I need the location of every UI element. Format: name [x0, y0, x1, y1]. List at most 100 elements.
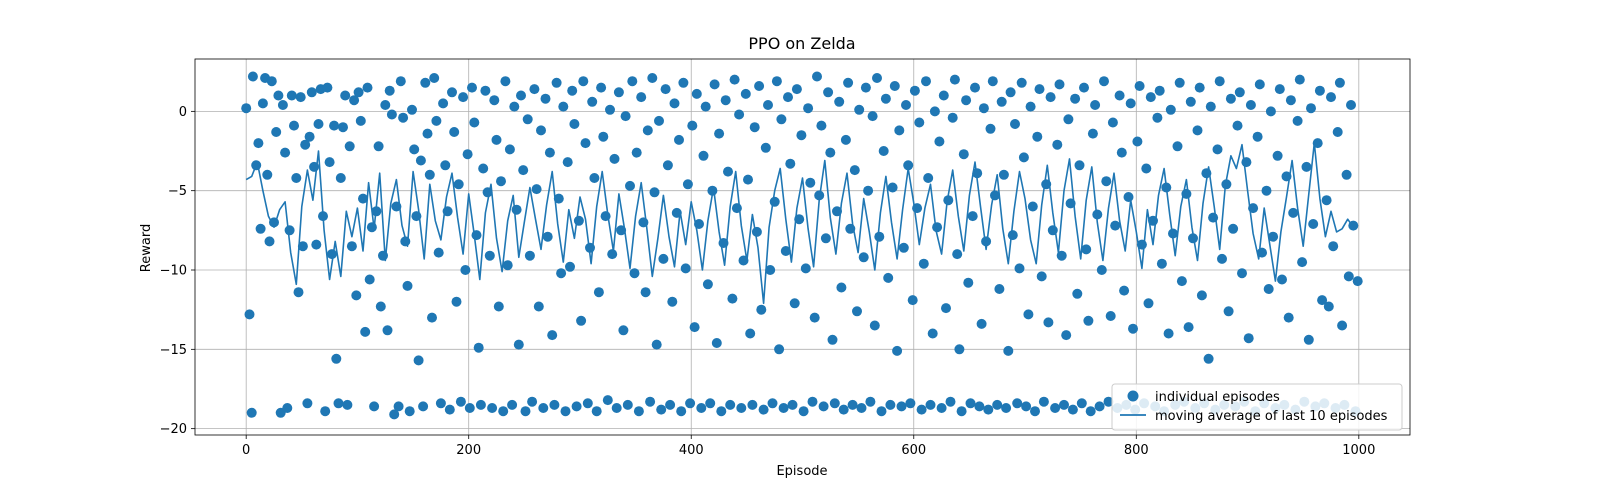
- episode-point: [1343, 271, 1354, 282]
- episode-point: [1248, 203, 1259, 214]
- episode-point: [1036, 271, 1047, 282]
- episode-point: [689, 322, 700, 333]
- episode-point: [994, 284, 1005, 294]
- episode-point: [814, 190, 825, 201]
- episode-point: [507, 399, 518, 410]
- episode-point: [1128, 323, 1138, 334]
- episode-point: [1076, 398, 1087, 409]
- episode-point: [277, 100, 288, 110]
- episode-point: [854, 104, 865, 115]
- episode-point: [723, 166, 733, 177]
- episode-point: [524, 250, 535, 261]
- episode-point: [896, 401, 907, 412]
- episode-point: [1188, 233, 1198, 244]
- episode-point: [351, 290, 362, 301]
- episode-point: [934, 136, 945, 147]
- episode-point: [1001, 403, 1012, 413]
- episode-point: [963, 277, 974, 288]
- episode-point: [1314, 85, 1325, 96]
- episode-point: [892, 345, 903, 356]
- episode-point: [1125, 98, 1136, 109]
- episode-point: [976, 318, 987, 329]
- episode-point: [251, 160, 262, 171]
- episode-point: [812, 71, 822, 82]
- episode-point: [560, 406, 571, 417]
- episode-point: [927, 328, 938, 339]
- episode-point: [863, 185, 874, 196]
- episode-point: [858, 252, 869, 263]
- episode-point: [358, 193, 368, 204]
- episode-point: [952, 249, 963, 260]
- episode-point: [318, 211, 328, 222]
- episode-point: [998, 169, 1009, 180]
- episode-point: [1123, 192, 1134, 202]
- episode-point: [1337, 320, 1348, 331]
- episode-point: [516, 90, 526, 101]
- episode-point: [974, 401, 985, 412]
- episode-point: [970, 82, 980, 93]
- episode-point: [642, 125, 653, 136]
- episode-point: [1079, 82, 1089, 93]
- episode-point: [1346, 100, 1356, 110]
- episode-point: [880, 93, 891, 104]
- episode-point: [1143, 298, 1154, 309]
- episode-point: [665, 399, 676, 410]
- episode-point: [380, 100, 391, 110]
- episode-point: [834, 96, 845, 107]
- episode-point: [843, 77, 854, 88]
- episode-point: [487, 403, 498, 413]
- episode-point: [1243, 333, 1254, 344]
- episode-point: [598, 131, 609, 142]
- episode-point: [1005, 87, 1016, 98]
- episode-point: [967, 211, 978, 222]
- episode-point: [1237, 268, 1247, 279]
- episode-point: [1341, 169, 1352, 180]
- episode-point: [618, 325, 629, 336]
- moving-average-layer: [245, 142, 1354, 305]
- episode-point: [489, 95, 500, 106]
- episode-point: [847, 399, 858, 410]
- episode-point: [411, 211, 422, 222]
- episode-point: [874, 231, 885, 242]
- episode-point: [872, 73, 882, 83]
- episode-point: [1321, 195, 1332, 206]
- episode-point: [936, 403, 947, 413]
- episode-point: [1163, 328, 1174, 339]
- episode-point: [247, 71, 258, 82]
- axes: 0 200 400 600 800 1000 0 −5 −10 −15 −20: [160, 58, 1411, 458]
- episode-point: [1228, 223, 1239, 234]
- episode-point: [613, 87, 624, 98]
- episode-point: [1254, 79, 1265, 90]
- episode-point: [353, 87, 364, 98]
- episode-point: [885, 399, 896, 410]
- episode-point: [262, 169, 273, 180]
- episode-point: [694, 219, 704, 229]
- episode-point: [738, 255, 749, 266]
- episode-point: [533, 301, 544, 312]
- episode-point: [369, 401, 380, 412]
- episode-point: [547, 330, 558, 341]
- episode-point: [711, 338, 722, 348]
- episode-point: [1312, 138, 1323, 149]
- episode-point: [714, 128, 725, 139]
- episode-point: [771, 76, 782, 87]
- episode-point: [1285, 95, 1296, 106]
- episode-point: [257, 98, 268, 109]
- episode-point: [1172, 141, 1183, 152]
- episode-point: [1185, 96, 1196, 107]
- episode-point: [562, 157, 573, 168]
- episode-point: [420, 77, 431, 88]
- episode-point: [958, 149, 969, 160]
- x-tick-label: 800: [1124, 443, 1149, 458]
- episode-point: [707, 185, 718, 196]
- episode-point: [778, 403, 789, 413]
- episode-point: [996, 96, 1007, 107]
- episode-point: [818, 401, 829, 412]
- episode-point: [1072, 288, 1083, 299]
- episode-point: [658, 253, 669, 264]
- episode-point: [551, 77, 562, 88]
- episode-point: [1223, 306, 1234, 317]
- episode-point: [464, 403, 475, 413]
- episode-point: [1205, 101, 1216, 112]
